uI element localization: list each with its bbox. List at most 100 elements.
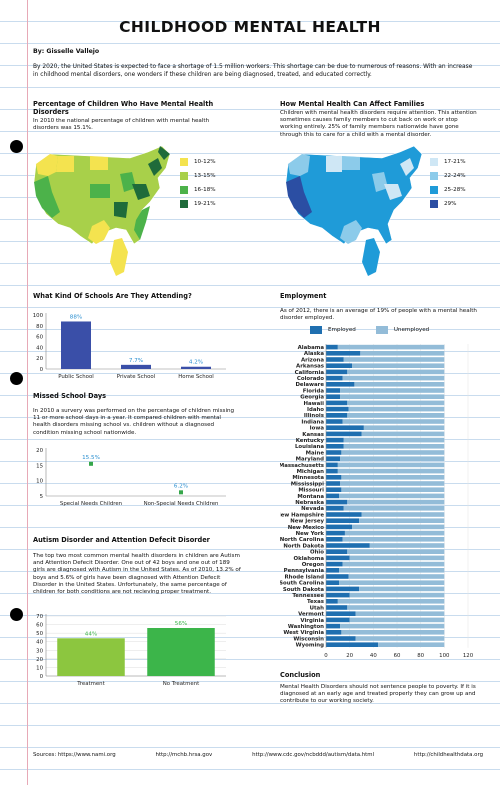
y-tick-label: 5 bbox=[40, 494, 43, 500]
state-label: Colorado bbox=[297, 376, 324, 382]
notebook-margin-line bbox=[27, 0, 28, 785]
x-tick-label: 120 bbox=[463, 653, 474, 659]
employed-bar bbox=[326, 369, 348, 375]
map-region-kentucky bbox=[132, 184, 150, 200]
state-label: Missouri bbox=[298, 488, 324, 494]
unemployed-bar bbox=[340, 388, 445, 393]
employed-bar bbox=[326, 506, 344, 511]
y-tick-label: 50 bbox=[36, 631, 43, 637]
point bbox=[89, 461, 93, 466]
unemployed-bar bbox=[340, 623, 445, 629]
state-label: Indiana bbox=[301, 419, 324, 425]
state-label: Mississippi bbox=[291, 481, 324, 487]
legend-item: 16-18% bbox=[180, 184, 216, 196]
y-tick-label: 70 bbox=[36, 614, 43, 620]
conclusion-title: Conclusion bbox=[280, 671, 321, 679]
employment-title: Employment bbox=[280, 292, 327, 300]
employed-bar bbox=[326, 623, 341, 629]
unemployed-bar bbox=[369, 543, 445, 548]
unemployed-bar bbox=[343, 506, 445, 511]
autism-text: The top two most common mental health di… bbox=[33, 553, 241, 596]
point bbox=[179, 490, 183, 495]
y-tick-label: 40 bbox=[36, 345, 43, 351]
families-title: How Mental Health Can Affect Families bbox=[280, 100, 425, 108]
map-region-kansas bbox=[90, 184, 110, 198]
state-label: West Virginia bbox=[283, 630, 324, 636]
map-region-louisiana bbox=[114, 202, 128, 218]
map-region-maine bbox=[158, 146, 170, 160]
state-label: South Dakota bbox=[283, 587, 325, 593]
unemployed-bar bbox=[341, 475, 445, 480]
state-label: Florida bbox=[303, 388, 325, 394]
unemployed-bar bbox=[347, 549, 445, 554]
category-label: Treatment bbox=[76, 681, 104, 687]
employed-bar bbox=[326, 344, 338, 350]
employed-bar bbox=[326, 363, 353, 368]
employed-bar bbox=[326, 611, 356, 616]
map-region-illinois bbox=[372, 172, 388, 192]
employed-bar bbox=[326, 599, 338, 604]
unemployed-bar bbox=[343, 444, 445, 449]
unemployed-bar bbox=[360, 351, 445, 356]
data-label: 44% bbox=[85, 631, 97, 637]
state-label: Washington bbox=[288, 624, 324, 630]
y-tick-label: 10 bbox=[36, 665, 43, 671]
employed-bar bbox=[326, 499, 348, 505]
unemployed-bar bbox=[347, 413, 445, 418]
unemployed-bar bbox=[337, 344, 445, 350]
employed-bar bbox=[326, 524, 353, 530]
employed-bar bbox=[326, 394, 341, 399]
data-label: 4.2% bbox=[189, 360, 203, 366]
unemployed-bar bbox=[343, 357, 445, 362]
unemployed-bar bbox=[343, 437, 445, 443]
unemployed-bar bbox=[337, 462, 445, 468]
legend-item: 19-21% bbox=[180, 198, 216, 210]
y-tick-label: 10 bbox=[36, 479, 43, 485]
binder-hole bbox=[10, 608, 23, 621]
data-label: 6.2% bbox=[174, 483, 188, 489]
state-label: California bbox=[295, 370, 325, 376]
state-label: Idaho bbox=[307, 407, 324, 413]
state-label: Minnesota bbox=[292, 475, 324, 481]
employed-bar bbox=[326, 543, 370, 548]
bar bbox=[181, 366, 211, 369]
map-region-new-york bbox=[148, 158, 162, 176]
unemployed-bar bbox=[359, 518, 445, 523]
employed-bar bbox=[326, 537, 343, 542]
unemployed-bar bbox=[348, 574, 445, 579]
unemployed-bar bbox=[347, 369, 445, 375]
x-tick-label: 20 bbox=[346, 653, 353, 659]
families-legend: 17-21% 22-24% 25-28% 29% bbox=[430, 156, 466, 210]
state-label: Arkansas bbox=[296, 364, 324, 370]
state-label: Louisiana bbox=[295, 444, 324, 450]
employed-bar bbox=[326, 574, 349, 579]
intro-paragraph: By 2020, the United States is expected t… bbox=[33, 64, 473, 78]
legend-item: 13-15% bbox=[180, 170, 216, 182]
state-label: Virginia bbox=[300, 618, 324, 624]
schools-chart: 0 20 40 60 80 100 88% Public School 7.7% Private … bbox=[33, 313, 226, 380]
map-region-south-texas bbox=[88, 220, 110, 244]
employed-bar bbox=[326, 419, 343, 424]
unemployed-bar bbox=[349, 592, 445, 598]
legend-item: 22-24% bbox=[430, 170, 466, 182]
unemployed-bar bbox=[342, 537, 445, 542]
employed-bar bbox=[326, 568, 340, 573]
employed-bar bbox=[326, 413, 348, 418]
state-label: South Carolina bbox=[280, 581, 324, 587]
employed-bar bbox=[326, 512, 362, 517]
state-label: Vermont bbox=[298, 612, 324, 618]
employed-bar bbox=[326, 400, 348, 406]
employed-bar bbox=[326, 636, 356, 641]
map-region-california bbox=[286, 176, 312, 218]
us-map-families bbox=[285, 145, 423, 276]
unemployed-bar bbox=[363, 425, 445, 430]
employed-bar bbox=[326, 630, 342, 635]
state-label: Georgia bbox=[300, 395, 324, 401]
employed-bar bbox=[326, 351, 361, 356]
unemployed-bar bbox=[342, 419, 445, 424]
category-label: Special Needs Children bbox=[60, 501, 122, 507]
x-tick-label: 100 bbox=[439, 653, 450, 659]
missing-text: In 2010 a survery was performed on the p… bbox=[33, 408, 235, 436]
bar bbox=[61, 321, 91, 369]
conclusion-text: Mental Health Disorders should not sente… bbox=[280, 684, 476, 705]
